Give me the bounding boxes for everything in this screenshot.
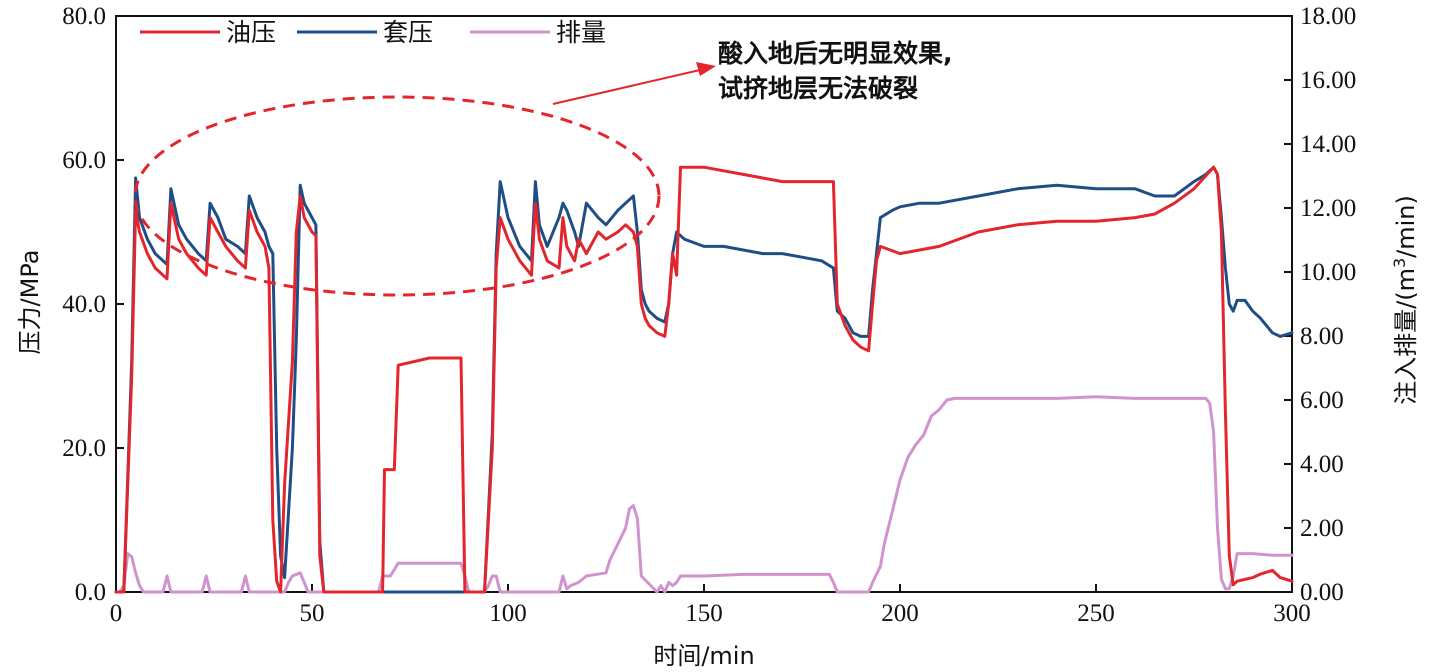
y-right-tick-label: 0.00 bbox=[1300, 579, 1344, 606]
y-left-tick-label: 40.0 bbox=[62, 291, 106, 318]
y-right-tick-label: 14.00 bbox=[1300, 131, 1356, 158]
y-right-tick-label: 18.00 bbox=[1300, 3, 1356, 30]
y-right-axis-title: 注入排量/(m3/min) bbox=[1390, 195, 1420, 405]
y-left-tick-label: 0.0 bbox=[75, 579, 106, 606]
y-right-tick-label: 2.00 bbox=[1300, 515, 1344, 542]
y-left-tick-label: 60.0 bbox=[62, 147, 106, 174]
y-left-tick-label: 80.0 bbox=[62, 3, 106, 30]
x-tick-label: 50 bbox=[300, 600, 325, 627]
plot-frame bbox=[115, 15, 1293, 593]
y-right-tick-label: 12.00 bbox=[1300, 195, 1356, 222]
legend-label-casing: 套压 bbox=[383, 18, 433, 47]
x-tick-label: 250 bbox=[1077, 600, 1115, 627]
x-tick-label: 200 bbox=[881, 600, 919, 627]
y-right-title-suffix: /min) bbox=[1392, 195, 1420, 258]
ticks-layer: 0 50 100 150 200 250 300 0.0 20.0 40.0 60.0 80.0 0.0… bbox=[62, 3, 1356, 627]
y-right-tick-label: 8.00 bbox=[1300, 323, 1344, 350]
x-axis-title: 时间/min bbox=[653, 642, 754, 670]
legend-label-rate: 排量 bbox=[556, 18, 606, 47]
annotation-arrowhead bbox=[696, 62, 716, 76]
y-right-tick-label: 4.00 bbox=[1300, 451, 1344, 478]
y-left-tick-label: 20.0 bbox=[62, 435, 106, 462]
series-layer bbox=[114, 165, 1294, 594]
x-tick-label: 300 bbox=[1273, 600, 1311, 627]
x-tick-label: 100 bbox=[489, 600, 527, 627]
legend-label-oil: 油压 bbox=[226, 18, 276, 47]
legend: 油压 套压 排量 bbox=[140, 18, 606, 47]
annotation-arrow-line bbox=[552, 69, 701, 105]
y-left-axis-title: 压力/MPa bbox=[16, 250, 44, 355]
y-right-tick-label: 16.00 bbox=[1300, 67, 1356, 94]
annotation-ellipse bbox=[133, 95, 661, 297]
x-tick-label: 0 bbox=[110, 600, 123, 627]
series-line-oil-pressure bbox=[114, 165, 1294, 594]
series-line-injection-rate bbox=[114, 395, 1294, 594]
annotation-line2: 试挤地层无法破裂 bbox=[718, 74, 918, 103]
y-right-tick-label: 10.00 bbox=[1300, 259, 1356, 286]
annotation-line1: 酸入地后无明显效果, bbox=[718, 39, 953, 68]
y-right-title-sup: 3 bbox=[1390, 258, 1409, 268]
y-right-title-prefix: 注入排量/(m bbox=[1392, 268, 1420, 405]
x-tick-label: 150 bbox=[685, 600, 723, 627]
y-right-tick-label: 6.00 bbox=[1300, 387, 1344, 414]
